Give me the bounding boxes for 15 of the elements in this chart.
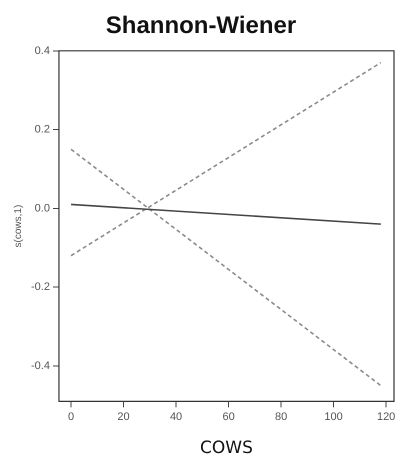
x-axis-title: COWS: [200, 438, 253, 458]
x-tick-label: 60: [222, 411, 235, 424]
x-tick-label: 40: [170, 411, 182, 424]
x-tick-label: 80: [274, 411, 288, 424]
x-tick-label: 0: [68, 411, 74, 424]
y-tick-label: -0.2: [30, 281, 50, 294]
y-tick-label: -0.4: [30, 360, 50, 372]
y-tick-label: 0.0: [34, 202, 50, 214]
x-tick-label: 120: [376, 411, 396, 424]
chart-title: Shannon-Wiener: [106, 12, 296, 40]
x-tick-label: 20: [117, 411, 130, 424]
y-tick-label: 0.2: [34, 124, 50, 136]
y-tick-label: 0.4: [34, 44, 50, 57]
x-tick-label: 100: [324, 411, 343, 424]
y-axis-title: s(cows,1): [12, 204, 24, 248]
